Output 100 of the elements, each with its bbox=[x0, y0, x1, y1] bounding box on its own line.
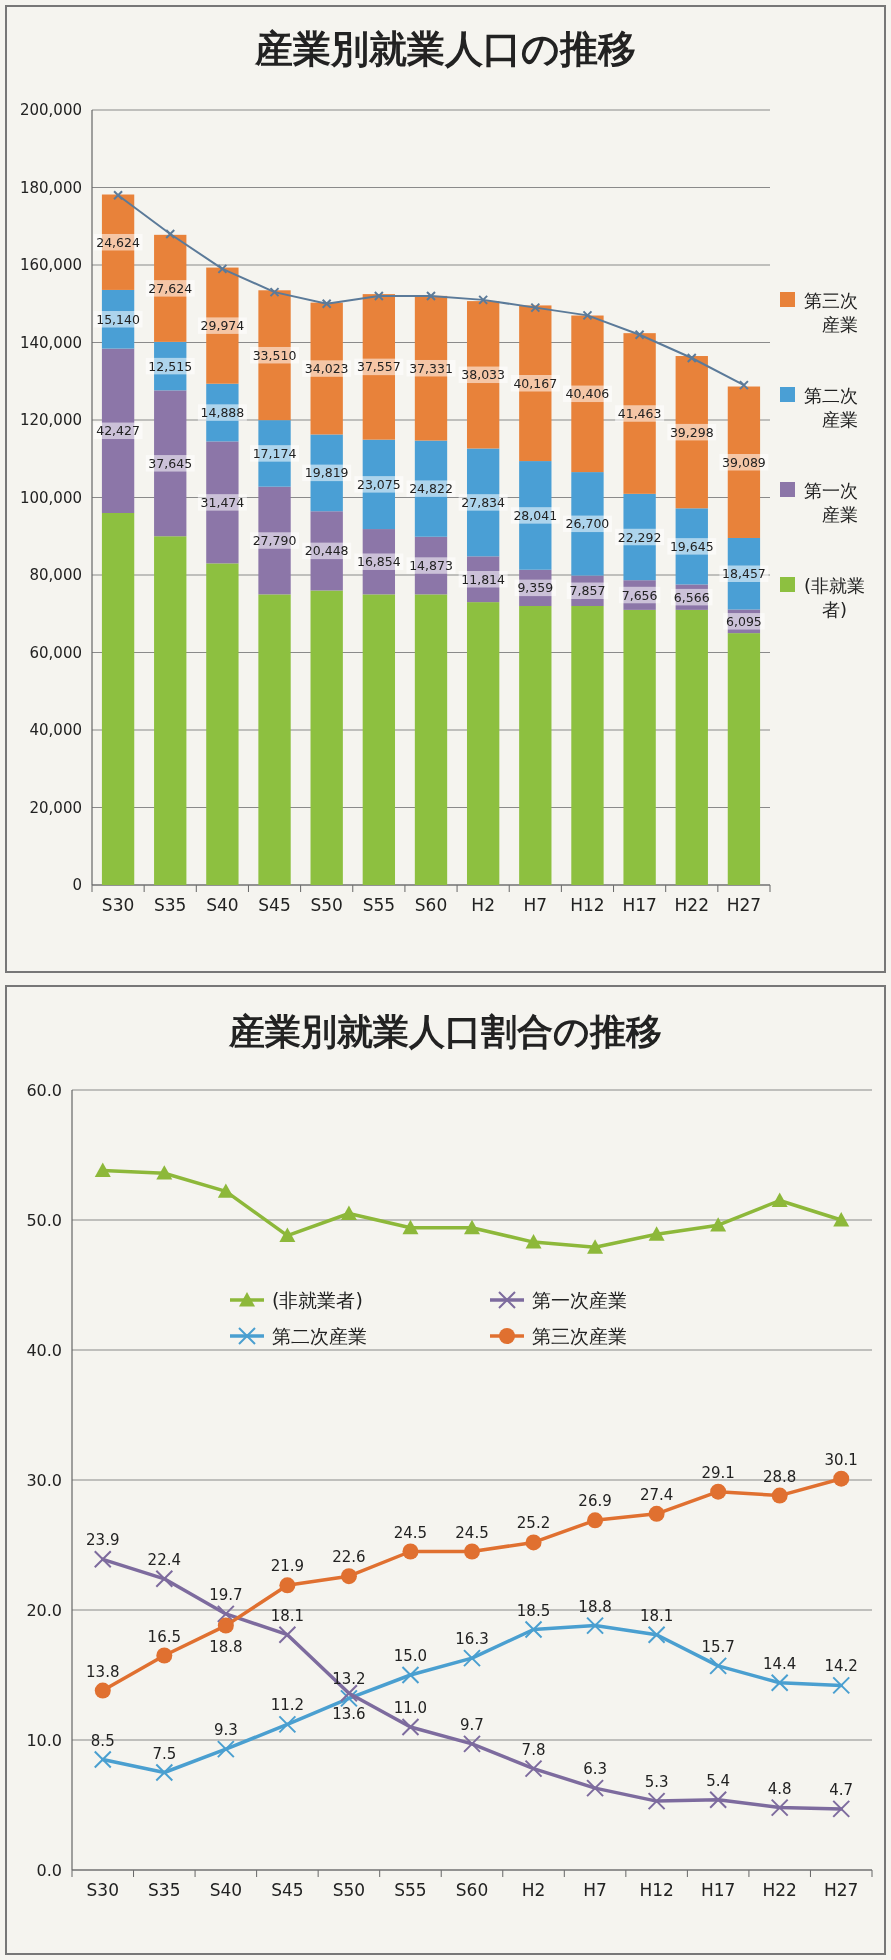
data-label: 16.5 bbox=[147, 1627, 182, 1646]
data-label: 5.3 bbox=[644, 1773, 669, 1792]
data-label: 7.8 bbox=[521, 1740, 546, 1759]
point bbox=[340, 1568, 357, 1585]
data-label: 22.6 bbox=[332, 1548, 366, 1567]
bar bbox=[571, 606, 604, 885]
x-tick-label: S50 bbox=[310, 894, 343, 915]
point bbox=[339, 1689, 358, 1708]
point bbox=[216, 1740, 235, 1759]
data-label: 42,427 bbox=[96, 423, 140, 439]
point bbox=[165, 229, 176, 239]
x-tick-label: S60 bbox=[455, 1879, 489, 1900]
point bbox=[94, 1682, 111, 1699]
y-tick-label: 60.0 bbox=[26, 1080, 62, 1100]
data-label: 27,624 bbox=[148, 280, 193, 296]
bar bbox=[414, 594, 448, 885]
point bbox=[686, 353, 697, 363]
point bbox=[770, 1798, 789, 1817]
point bbox=[833, 1470, 850, 1487]
data-label: 6,095 bbox=[726, 613, 762, 629]
data-label: 9,359 bbox=[517, 580, 554, 596]
point bbox=[478, 294, 489, 305]
legend-label: 第二次産業 bbox=[272, 1325, 367, 1348]
bar bbox=[310, 590, 343, 885]
y-tick-label: 0.0 bbox=[36, 1860, 62, 1880]
x-tick-label: H27 bbox=[726, 894, 762, 915]
point bbox=[710, 1483, 727, 1500]
point bbox=[401, 1718, 420, 1736]
x-tick-label: H2 bbox=[471, 894, 495, 915]
point bbox=[525, 1234, 542, 1249]
point bbox=[709, 1656, 728, 1675]
x-tick-label: S40 bbox=[206, 894, 239, 915]
point bbox=[321, 298, 332, 309]
point bbox=[340, 1205, 357, 1220]
point bbox=[156, 1647, 173, 1664]
data-label: 29.1 bbox=[701, 1463, 735, 1482]
data-label: 15.7 bbox=[701, 1637, 735, 1656]
x-tick-label: H27 bbox=[824, 1879, 859, 1900]
point bbox=[279, 1577, 296, 1594]
data-label: 9.3 bbox=[213, 1721, 238, 1740]
point bbox=[587, 1239, 604, 1254]
x-tick-label: H7 bbox=[583, 1879, 607, 1900]
legend-label: 第三次産業 bbox=[532, 1325, 627, 1348]
data-label: 24,822 bbox=[409, 481, 453, 497]
point bbox=[279, 1227, 296, 1242]
data-label: 19.7 bbox=[209, 1585, 243, 1604]
point bbox=[832, 1676, 851, 1695]
point bbox=[217, 263, 228, 274]
data-label: 18.8 bbox=[578, 1597, 612, 1616]
point bbox=[833, 1212, 850, 1227]
data-label: 27,834 bbox=[461, 494, 506, 510]
data-label: 24,624 bbox=[96, 234, 140, 250]
legend-label: 第二次産業 bbox=[804, 384, 858, 430]
point bbox=[464, 1543, 480, 1560]
data-label: 16.3 bbox=[455, 1630, 489, 1649]
x-tick-label: S45 bbox=[258, 894, 291, 915]
y-tick-label: 0 bbox=[72, 876, 82, 895]
data-label: 27.4 bbox=[639, 1485, 674, 1504]
data-label: 14,888 bbox=[200, 405, 245, 421]
point bbox=[464, 1219, 480, 1235]
data-label: 39,089 bbox=[722, 454, 766, 470]
data-label: 21.9 bbox=[270, 1557, 305, 1576]
x-tick-label: H22 bbox=[762, 1879, 797, 1900]
point bbox=[586, 1616, 605, 1635]
legend-label: 第一次産業 bbox=[532, 1289, 627, 1312]
data-label: 4.7 bbox=[829, 1780, 854, 1799]
data-label: 37,331 bbox=[409, 360, 453, 376]
y-tick-label: 160,000 bbox=[19, 256, 82, 275]
legend-label: (非就業者) bbox=[272, 1289, 363, 1312]
data-label: 14.4 bbox=[762, 1654, 797, 1673]
data-label: 15,140 bbox=[96, 311, 140, 327]
bar bbox=[206, 563, 239, 885]
data-label: 23.9 bbox=[86, 1531, 120, 1550]
point bbox=[463, 1649, 481, 1668]
data-label: 20,448 bbox=[304, 543, 349, 559]
point bbox=[426, 291, 436, 301]
bar bbox=[519, 606, 552, 885]
x-tick-label: S30 bbox=[86, 1879, 119, 1900]
point bbox=[278, 1625, 297, 1644]
x-tick-label: H2 bbox=[521, 1879, 546, 1900]
legend-label: 第一次産業 bbox=[804, 479, 858, 525]
point bbox=[524, 1620, 543, 1639]
point bbox=[269, 287, 280, 298]
bar bbox=[727, 633, 761, 885]
data-label: 18.5 bbox=[516, 1601, 551, 1620]
data-label: 29,974 bbox=[200, 318, 245, 334]
x-tick-label: S35 bbox=[148, 1879, 181, 1900]
data-label: 25.2 bbox=[516, 1514, 551, 1533]
y-tick-label: 50.0 bbox=[26, 1210, 62, 1230]
point bbox=[710, 1217, 727, 1232]
data-label: 18.8 bbox=[209, 1637, 243, 1656]
data-label: 15.0 bbox=[393, 1647, 428, 1665]
x-tick-label: H17 bbox=[700, 1879, 736, 1900]
point bbox=[216, 1604, 235, 1623]
data-label: 11.2 bbox=[270, 1696, 305, 1715]
point bbox=[709, 1790, 728, 1809]
point bbox=[463, 1734, 481, 1753]
point bbox=[339, 1684, 358, 1703]
point bbox=[586, 1779, 605, 1798]
data-label: 6,566 bbox=[673, 589, 710, 605]
